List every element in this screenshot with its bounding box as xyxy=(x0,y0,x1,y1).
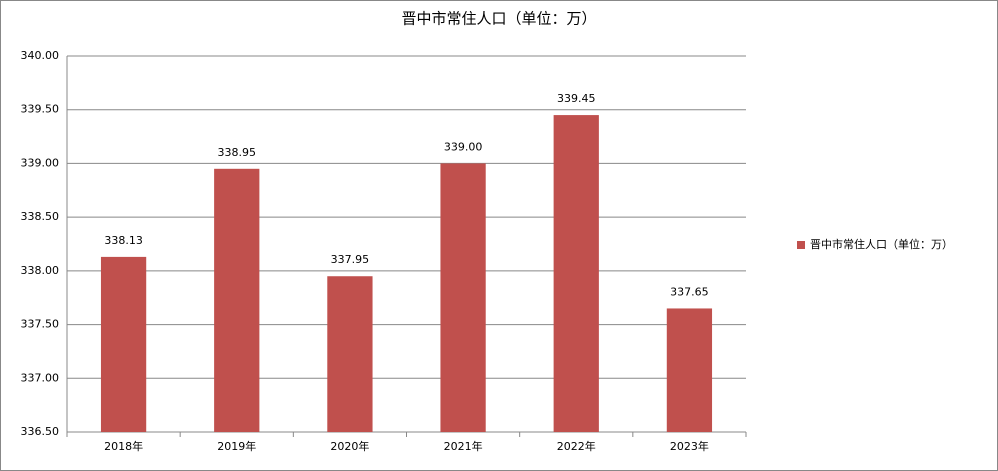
bar xyxy=(666,308,713,432)
x-tick-label: 2022年 xyxy=(557,439,596,453)
value-label: 339.45 xyxy=(557,92,596,105)
y-tick-label: 337.00 xyxy=(21,371,60,384)
legend-label: 晋中市常住人口（单位：万） xyxy=(810,237,953,251)
bar xyxy=(553,115,599,432)
x-tick-label: 2019年 xyxy=(217,439,256,453)
value-label: 337.95 xyxy=(331,253,370,266)
x-tick-label: 2020年 xyxy=(330,439,369,453)
legend-swatch xyxy=(797,241,805,249)
value-label: 339.00 xyxy=(444,140,483,153)
bar xyxy=(327,276,373,432)
y-tick-label: 337.50 xyxy=(21,318,60,331)
value-label: 338.13 xyxy=(104,234,143,247)
bar xyxy=(214,168,260,433)
x-tick-label: 2023年 xyxy=(670,439,709,453)
chart-title: 晋中市常住人口（单位：万） xyxy=(401,10,596,28)
x-tick-label: 2021年 xyxy=(444,439,483,453)
y-tick-label: 338.00 xyxy=(21,264,60,277)
y-tick-label: 338.50 xyxy=(21,210,60,223)
y-tick-label: 340.00 xyxy=(21,49,60,62)
bar xyxy=(100,256,147,432)
bar xyxy=(440,163,486,432)
y-tick-label: 339.50 xyxy=(21,103,60,116)
value-label: 338.95 xyxy=(218,146,257,159)
y-tick-label: 336.50 xyxy=(21,425,60,438)
x-tick-label: 2018年 xyxy=(104,439,143,453)
value-label: 337.65 xyxy=(670,285,709,298)
y-tick-label: 339.00 xyxy=(21,156,60,169)
